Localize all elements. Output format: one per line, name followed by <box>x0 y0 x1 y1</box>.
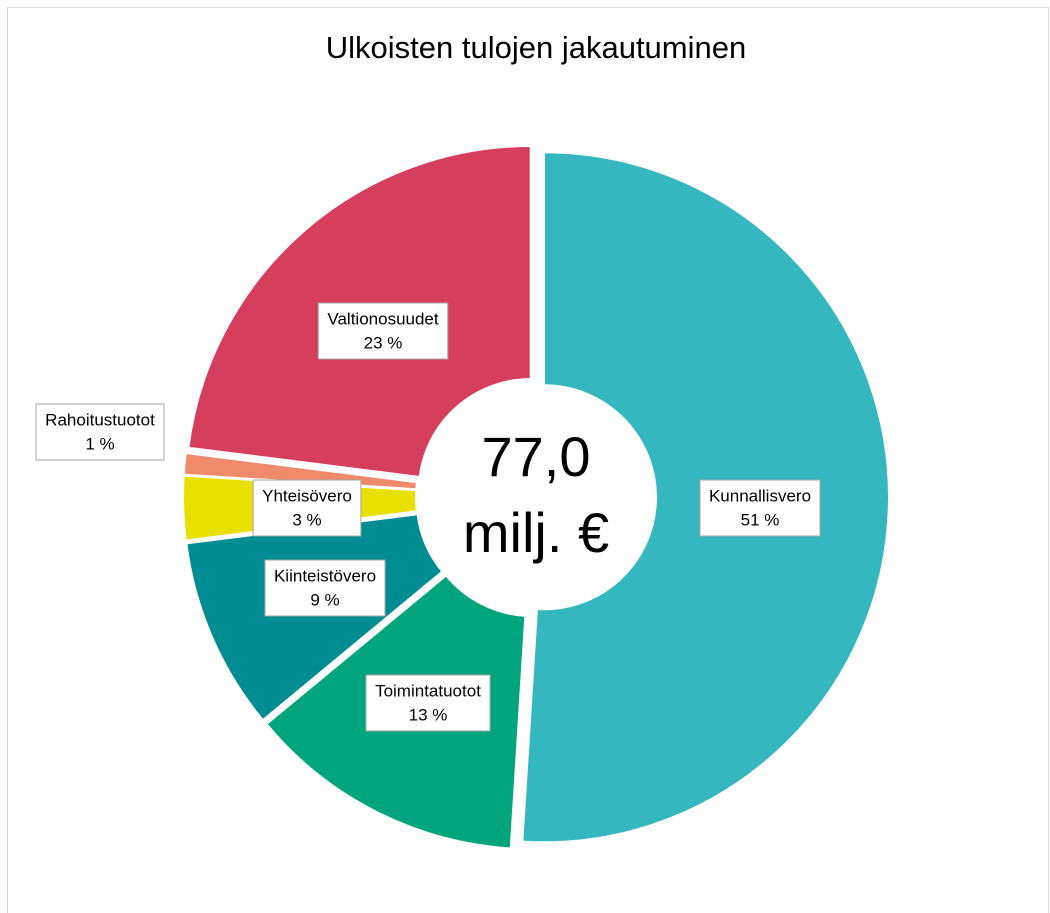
label-box <box>317 302 449 360</box>
center-label: milj. € <box>463 501 609 564</box>
slice-value-label: 1 % <box>85 434 114 453</box>
label-box <box>252 479 362 537</box>
label-box <box>699 479 821 537</box>
slice-value-label: 23 % <box>364 333 403 352</box>
slice-label: Valtionosuudet <box>327 309 438 328</box>
slice-label: Kunnallisvero <box>709 486 811 505</box>
chart-title: Ulkoisten tulojen jakautuminen <box>326 30 746 65</box>
slice-value-label: 13 % <box>409 705 448 724</box>
center-label: 77,0 <box>482 425 591 488</box>
slice-label: Toimintatuotot <box>375 681 481 700</box>
label-box <box>365 674 491 732</box>
slice-label: Rahoitustuotot <box>45 410 155 429</box>
label-box <box>264 559 386 617</box>
label-box <box>35 403 165 461</box>
slice-value-label: 9 % <box>310 590 339 609</box>
slice-label: Yhteisövero <box>262 486 352 505</box>
slice-label: Kiinteistövero <box>274 566 376 585</box>
slice-value-label: 3 % <box>292 510 321 529</box>
slice-value-label: 51 % <box>741 510 780 529</box>
